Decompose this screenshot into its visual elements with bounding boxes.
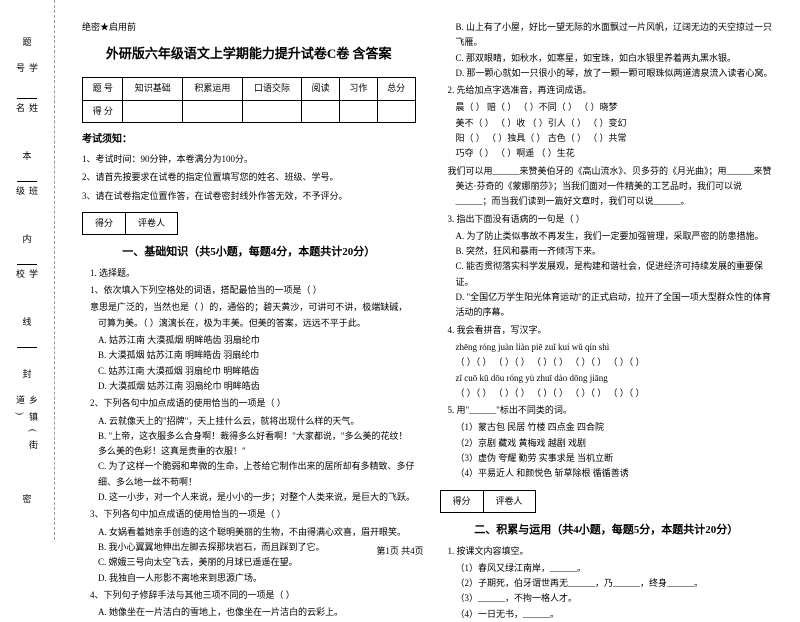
content-area: 绝密★启用前 外研版六年级语文上学期能力提升试卷C卷 含答案 题 号 知识基础 … (55, 0, 800, 540)
sidebar-class: 班级 (14, 186, 40, 217)
q2-stem: 2. 先给加点字选准音，再连词成语。 (448, 83, 774, 98)
q1-opt: A. 云就像天上的"招牌"，天上挂什么云，就将出现什么样的天气。 (98, 414, 416, 429)
q4-pinyin: zǐ cuō kū dōu róng yù zhuī dào dōng jiān… (456, 371, 774, 386)
q1-sub4: 4、下列句子修辞手法与其他三项不同的一项是（ ） (90, 588, 416, 603)
q5-row: （2）京剧 藏戏 黄梅戏 越剧 戏剧 (456, 436, 774, 451)
score-table: 题 号 知识基础 积累运用 口语交际 阅读 习作 总分 得 分 (82, 77, 416, 123)
p2q1-row: （1）春风又绿江南岸，______。 (456, 561, 774, 576)
score-header: 习作 (340, 78, 378, 100)
q1-opt: A. 女娲看着她亲手创造的这个聪明美丽的生物，不由得满心欢喜，眉开眼笑。 (98, 525, 416, 540)
q4-stem: 4. 我会看拼音，写汉字。 (448, 323, 774, 338)
q5-row: （3）虚伪 夸耀 勤劳 实事求是 当机立断 (456, 451, 774, 466)
sidebar-township: 乡镇(街道) (14, 395, 40, 477)
score-header: 题 号 (83, 78, 123, 100)
side-char: 本 (22, 149, 31, 162)
q1-opt: C. 姑苏江南 大漠孤烟 羽扇纶巾 明眸皓齿 (98, 364, 416, 379)
q3-stem: 3. 指出下面没有语病的一句是（ ） (448, 212, 774, 227)
q2-row: 巧夺（ ） （ ）啊遥 （ ）生花 (456, 146, 774, 161)
sidebar-id: 学号 (14, 63, 40, 94)
q1-opt: C. 那双眼睛，如秋水，如寒星，如宝珠，如白水银里养着两丸黑水银。 (456, 51, 774, 66)
right-column: B. 山上有了小屋，好比一望无际的水面飘过一片风帆，辽阔无边的天空掠过一只飞雁。… (428, 20, 786, 535)
sidebar-line (17, 264, 37, 265)
side-char: 密 (22, 492, 31, 505)
q1-opt: D. 我独自一人形影不离地来到思源广场。 (98, 571, 416, 586)
side-char: 线 (22, 315, 31, 328)
q3-opt: B. 突然，狂风和暴雨一齐倾泻下来。 (456, 244, 774, 259)
q3-opt: C. 能否贯彻落实科学发展观，是构建和谐社会，促进经济可持续发展的重要保证。 (456, 259, 774, 290)
q1-opt: D. 大漠孤烟 姑苏江南 羽扇纶巾 明眸皓齿 (98, 379, 416, 394)
p2q1-row: （4）一日无书，______。 (456, 607, 774, 622)
scorebox-grader: 评卷人 (125, 212, 178, 235)
q2-text: 我们可以用______来赞美伯牙的《高山流水》、贝多芬的《月光曲》；用_____… (448, 164, 774, 210)
q2-row: 阳（ ） （ ）独具（ ） 古色（ ） （ ）共常 (456, 131, 774, 146)
q5-row: （1）蒙古包 民居 竹楼 四点金 四合院 (456, 420, 774, 435)
sidebar-line (17, 98, 37, 99)
left-column: 绝密★启用前 外研版六年级语文上学期能力提升试卷C卷 含答案 题 号 知识基础 … (70, 20, 428, 535)
q2-row: 晨（ ） 赔（ ） （ ）不同（ ） （ ）晓梦 (456, 100, 774, 115)
p2q1-row: （2）子期死，伯牙谓世再无______，乃______，终身______。 (456, 576, 774, 591)
scorebox-score: 得分 (82, 212, 125, 235)
score-cell (377, 100, 415, 122)
score-cell (302, 100, 340, 122)
score-cell (183, 100, 243, 122)
q1-opt: C. 嫦娥三号向太空飞去，美丽的月球已遥遥在望。 (98, 555, 416, 570)
p2q1-row: （3）______，不拘一格人才。 (456, 591, 774, 606)
score-header: 口语交际 (242, 78, 302, 100)
notice-title: 考试须知： (82, 131, 416, 148)
notice-item: 3、请在试卷指定位置作答，在试卷密封线外作答无效，不予评分。 (82, 189, 416, 204)
score-header: 总分 (377, 78, 415, 100)
q1-opt: A. 她像坐在一片洁白的雪地上，也像坐在一片洁白的云彩上。 (98, 605, 416, 620)
sidebar-name: 姓名 (14, 103, 40, 134)
secret-label: 绝密★启用前 (82, 20, 416, 35)
q1-opt: B. 大漠孤烟 姑苏江南 明眸皓齿 羽扇纶巾 (98, 348, 416, 363)
q4-boxes: （ ）（ ） （ ）（ ） （ ）（ ） （ ）（ ） （ ）（ ） (456, 355, 774, 370)
side-char: 题 (22, 35, 31, 48)
side-char: 内 (22, 232, 31, 245)
q3-opt: D. "全国亿万学生阳光体育运动"的正式启动，拉开了全国一项大型群众性的体育活动… (456, 290, 774, 321)
notice-item: 2、请首先按要求在试卷的指定位置填写您的姓名、班级、学号。 (82, 170, 416, 185)
score-header: 阅读 (302, 78, 340, 100)
q1-sub2: 2、下列各句中加点成语的使用恰当的一项是（ ） (90, 396, 416, 411)
score-row-label: 得 分 (83, 100, 123, 122)
part2-title: 二、积累与运用（共4小题，每题5分，本题共计20分） (440, 521, 774, 540)
page-footer: 第1页 共4页 (0, 544, 800, 557)
page-container: 题 学号 姓名 本 班级 内 学校 线 封 乡镇(街道) 密 绝密★启用前 外研… (0, 0, 800, 540)
sidebar-line (17, 181, 37, 182)
score-cell (242, 100, 302, 122)
q5-stem: 5. 用"______"标出不同类的词。 (448, 403, 774, 418)
notice-item: 1、考试时间：90分钟，本卷满分为100分。 (82, 152, 416, 167)
binding-sidebar: 题 学号 姓名 本 班级 内 学校 线 封 乡镇(街道) 密 (0, 0, 55, 540)
exam-title: 外研版六年级语文上学期能力提升试卷C卷 含答案 (82, 43, 416, 65)
q1-opt: C. 为了这样一个脆弱和卑微的生命，上苍给它制作出来的居所却有多精致、多仔细、多… (98, 459, 416, 490)
sidebar-school: 学校 (14, 269, 40, 300)
q1-opt: D. 那一颗心就如一只很小的琴，放了一颗一颗可眼珠似两道清泉流入读者心窝。 (456, 66, 774, 81)
side-char: 封 (22, 367, 31, 380)
q1-opt: A. 姑苏江南 大漠孤烟 明眸皓齿 羽扇纶巾 (98, 333, 416, 348)
scorebox: 得分 评卷人 (440, 490, 774, 513)
q1-sub1: 1、依次填入下列空格处的词语，搭配最恰当的一项是（ ） (90, 283, 416, 298)
score-header: 积累运用 (183, 78, 243, 100)
q1-stem: 1. 选择题。 (90, 266, 416, 281)
q1-sub3: 3、下列各句中加点成语的使用恰当的一项是（ ） (90, 507, 416, 522)
score-cell (340, 100, 378, 122)
sidebar-line (17, 347, 37, 348)
scorebox-grader: 评卷人 (483, 490, 536, 513)
q4-boxes: （ ）（ ） （ ）（ ） （ ）（ ） （ ）（ ） （ ）（ ） (456, 386, 774, 401)
q1-opt: B. 山上有了小屋，好比一望无际的水面飘过一片风帆，辽阔无边的天空掠过一只飞雁。 (456, 20, 774, 51)
q4-pinyin: zhēng róng juàn liàn piē zuǐ kuí wǔ qín … (456, 340, 774, 355)
q1-opt: D. 这一小步，对一个人来说，是小小的一步；对整个人类来说，是巨大的飞跃。 (98, 490, 416, 505)
score-cell (123, 100, 183, 122)
q1-opt: B. "上帝，这衣服多么合身啊！裁得多么好看啊！"大家都说，"多么美的花纹！多么… (98, 429, 416, 460)
score-header: 知识基础 (123, 78, 183, 100)
q5-row: （4）平易近人 和颜悦色 斩草除根 循循善诱 (456, 466, 774, 481)
scorebox-score: 得分 (440, 490, 483, 513)
scorebox: 得分 评卷人 (82, 212, 416, 235)
q3-opt: A. 为了防止类似事故不再发生，我们一定要加强管理，采取严密的防患措施。 (456, 229, 774, 244)
q1-sub1-text: 意思是广泛的，当然也是（ ）的，通俗的；碧天黄沙，可讲可不讲，极端缺碱，可算为美… (90, 300, 416, 331)
part1-title: 一、基础知识（共5小题，每题4分，本题共计20分） (82, 243, 416, 262)
q2-row: 美不（ ） （ ）收 （ ）引人（ ） （ ）变幻 (456, 116, 774, 131)
